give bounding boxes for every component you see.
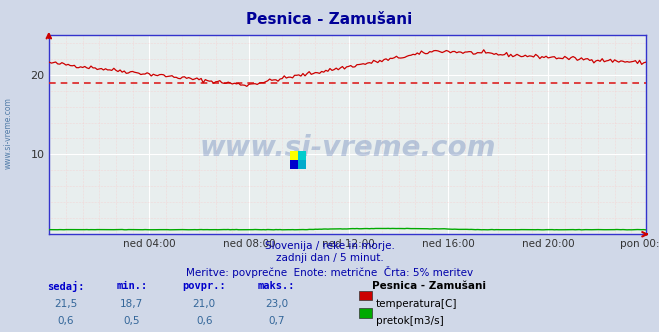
Text: 0,7: 0,7: [268, 316, 285, 326]
Text: www.si-vreme.com: www.si-vreme.com: [3, 97, 13, 169]
Bar: [298, 151, 306, 160]
Text: Meritve: povprečne  Enote: metrične  Črta: 5% meritev: Meritve: povprečne Enote: metrične Črta:…: [186, 266, 473, 278]
Text: 0,5: 0,5: [123, 316, 140, 326]
Text: Slovenija / reke in morje.: Slovenija / reke in morje.: [264, 241, 395, 251]
Text: 21,5: 21,5: [54, 299, 78, 309]
Bar: [298, 160, 306, 169]
Text: sedaj:: sedaj:: [47, 281, 84, 291]
Text: 21,0: 21,0: [192, 299, 216, 309]
Text: 18,7: 18,7: [120, 299, 144, 309]
Text: Pesnica - Zamušani: Pesnica - Zamušani: [372, 281, 486, 290]
Text: www.si-vreme.com: www.si-vreme.com: [200, 134, 496, 162]
Text: Pesnica - Zamušani: Pesnica - Zamušani: [246, 12, 413, 27]
Text: pretok[m3/s]: pretok[m3/s]: [376, 316, 444, 326]
Bar: [290, 160, 298, 169]
Text: temperatura[C]: temperatura[C]: [376, 299, 457, 309]
Text: 23,0: 23,0: [265, 299, 289, 309]
Text: zadnji dan / 5 minut.: zadnji dan / 5 minut.: [275, 253, 384, 263]
Text: maks.:: maks.:: [258, 281, 295, 290]
Text: 0,6: 0,6: [196, 316, 213, 326]
Bar: [290, 151, 298, 160]
Text: povpr.:: povpr.:: [183, 281, 226, 290]
Text: min.:: min.:: [116, 281, 148, 290]
Text: 0,6: 0,6: [57, 316, 74, 326]
